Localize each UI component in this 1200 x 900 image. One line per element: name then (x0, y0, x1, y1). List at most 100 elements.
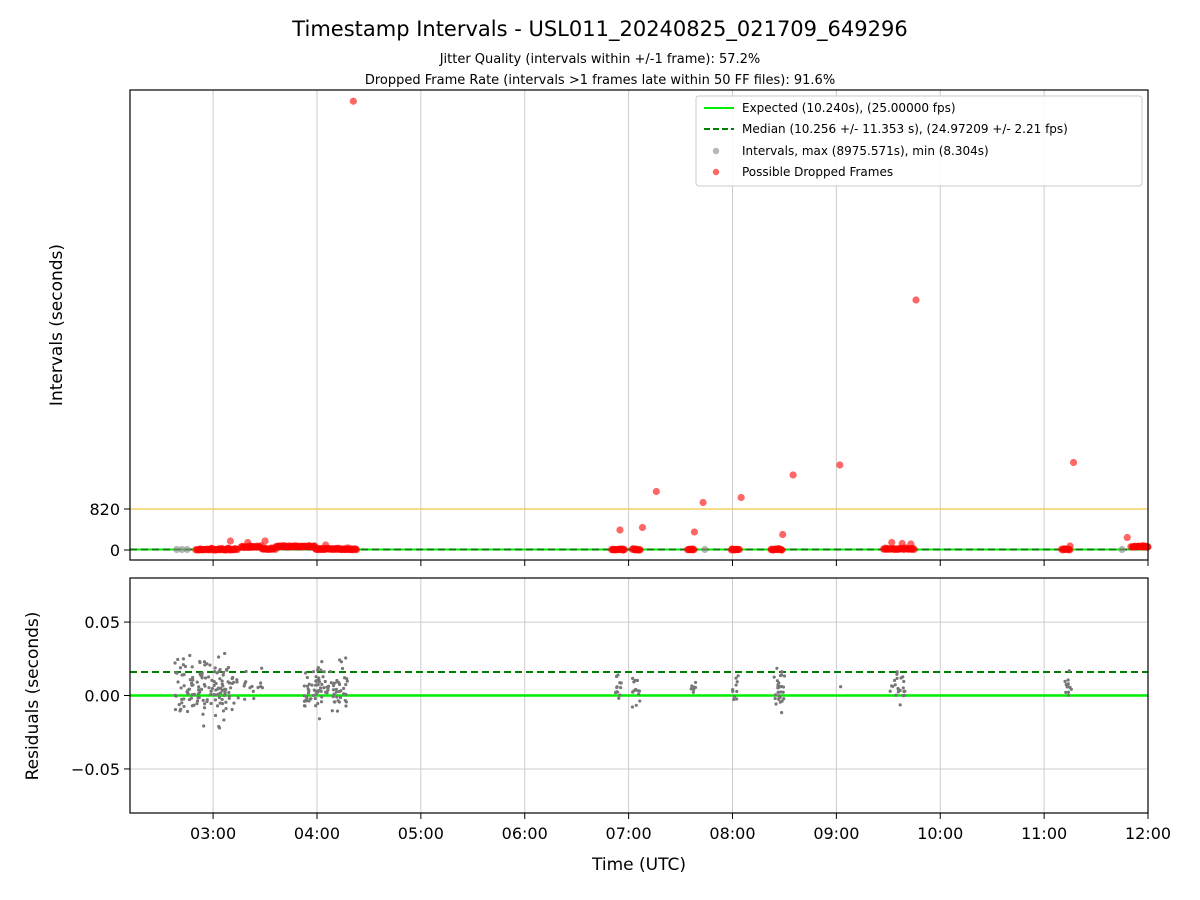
residual-point-c3-4 (616, 690, 620, 694)
residual-point-c2-55 (317, 680, 322, 684)
residual-point-c2-9 (342, 686, 346, 690)
residuals-y-tick-label-2: −0.05 (71, 760, 120, 779)
residual-point-c10-0 (1067, 669, 1071, 673)
residual-point-c0-132 (214, 693, 218, 697)
residual-point-c0-104 (206, 675, 211, 679)
residual-point-c0-53 (178, 666, 183, 670)
residual-point-c2-33 (331, 688, 336, 692)
dropped-frame-point-c4-52 (352, 546, 361, 554)
residual-point-c2-37 (305, 675, 309, 680)
residual-point-c2-39 (302, 694, 306, 698)
residual-point-c3-5 (618, 686, 623, 690)
residual-point-c0-130 (176, 680, 180, 684)
interval-point-4 (1118, 545, 1126, 554)
residual-point-c0-91 (216, 687, 220, 691)
residual-point-c1-11 (243, 697, 247, 701)
residual-point-c0-44 (173, 707, 178, 712)
dropped-frame-point-20 (1066, 542, 1074, 550)
residual-point-c3-11 (618, 681, 622, 685)
residual-point-c2-78 (344, 692, 348, 696)
residual-point-c2-92 (335, 695, 339, 699)
residual-point-c0-84 (202, 660, 207, 664)
residual-point-c2-71 (319, 668, 323, 672)
residual-point-c2-94 (316, 690, 320, 694)
residual-point-c7-28 (775, 679, 780, 683)
residual-point-c0-74 (230, 707, 234, 712)
residual-point-c7-11 (780, 670, 784, 674)
residual-point-c0-108 (213, 713, 218, 718)
residual-point-c10-4 (1066, 690, 1071, 694)
residual-point-c0-122 (220, 682, 224, 686)
dropped-frame-point-2 (1069, 458, 1078, 467)
residual-point-c2-25 (311, 670, 316, 674)
residual-point-c0-124 (202, 682, 206, 687)
residual-point-c0-107 (191, 678, 195, 682)
residual-point-c2-81 (302, 699, 307, 703)
residual-point-c9-11 (892, 678, 897, 683)
residual-point-c2-68 (319, 689, 323, 693)
residual-point-c2-31 (320, 682, 324, 686)
residual-point-c0-49 (214, 681, 218, 686)
residual-point-c2-83 (340, 666, 345, 671)
residual-point-c5-4 (690, 684, 694, 688)
residual-point-c2-23 (332, 692, 336, 696)
residual-point-c2-58 (314, 692, 318, 696)
residual-point-c2-74 (322, 686, 326, 690)
residual-point-c4-7 (637, 689, 642, 693)
x-tick-label-4: 07:00 (606, 824, 652, 843)
residuals-y-tick-label-1: 0.00 (84, 687, 120, 706)
residual-point-c7-27 (778, 674, 783, 678)
residual-point-c0-86 (221, 671, 226, 675)
dropped-frame-point-c10-39 (910, 545, 918, 554)
residual-point-c2-60 (344, 704, 348, 708)
residual-point-c10-11 (1064, 690, 1068, 694)
residual-point-c6-1 (731, 688, 735, 692)
residual-point-c10-8 (1066, 678, 1070, 682)
residual-point-c2-56 (314, 679, 318, 683)
residual-point-c4-1 (637, 692, 641, 696)
legend-expected-label: Expected (10.240s), (25.00000 fps) (742, 101, 956, 115)
residual-point-c9-12 (895, 670, 899, 674)
residual-point-c1-16 (251, 689, 255, 693)
residual-point-c1-17 (235, 680, 239, 684)
residual-point-c1-12 (232, 701, 236, 705)
residual-point-c2-53 (306, 687, 310, 691)
dropped-frame-point-4 (789, 471, 797, 479)
residual-point-c1-5 (235, 678, 239, 682)
residual-point-c2-40 (307, 699, 311, 703)
residual-point-c7-12 (773, 696, 777, 701)
residual-point-c0-103 (178, 709, 182, 713)
residual-point-c0-110 (209, 701, 213, 706)
residual-point-c0-73 (217, 692, 221, 696)
residual-point-c0-2 (203, 676, 208, 680)
residual-point-c9-17 (901, 675, 905, 679)
residual-point-c0-116 (190, 693, 194, 697)
residual-point-c9-18 (888, 689, 892, 693)
residual-point-c2-64 (335, 709, 340, 713)
residual-point-c6-6 (732, 694, 737, 699)
residual-point-c0-133 (223, 651, 227, 656)
residual-point-c0-127 (180, 697, 184, 701)
residual-point-c0-35 (188, 653, 192, 658)
residual-point-c2-11 (313, 696, 317, 701)
residual-point-c0-40 (195, 680, 199, 684)
residual-point-c2-29 (309, 697, 313, 701)
residuals-y-tick-label-0: 0.05 (84, 613, 120, 632)
residual-point-c2-61 (326, 685, 330, 690)
residual-point-c9-14 (895, 676, 899, 680)
residual-point-c0-9 (199, 687, 204, 691)
legend-dropped-swatch (712, 168, 720, 176)
dropped-frame-point-11 (779, 530, 787, 539)
residual-point-c0-38 (215, 704, 220, 708)
dropped-frame-point-c7-8 (690, 545, 698, 554)
residual-point-c2-85 (344, 656, 348, 660)
residual-point-c9-13 (889, 684, 894, 688)
residual-point-c2-54 (344, 682, 348, 687)
residual-point-c0-65 (221, 709, 226, 713)
dropped-frame-point-c8-10 (735, 545, 743, 554)
residual-point-c0-63 (180, 673, 184, 677)
residual-point-c2-69 (312, 688, 316, 692)
residual-point-c4-10 (630, 690, 635, 694)
residual-point-c0-71 (224, 700, 228, 704)
dropped-frame-point-19 (907, 540, 915, 548)
